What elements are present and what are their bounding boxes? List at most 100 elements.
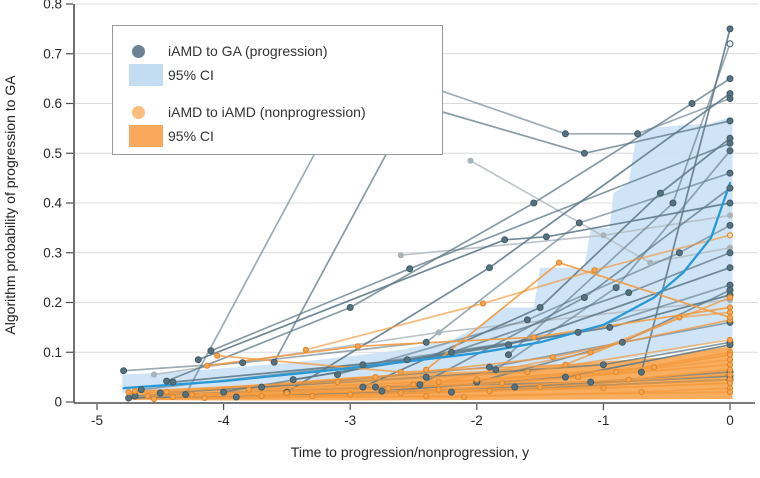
data-point-progression: [726, 134, 734, 142]
data-point-nonprogression: [258, 392, 265, 400]
data-point-progression: [505, 351, 512, 359]
data-point-nonprogression: [435, 379, 442, 386]
data-point-nonprogression: [486, 388, 493, 395]
data-point-progression: [359, 361, 367, 369]
data-point-progression: [486, 264, 493, 272]
trajectory-line-progression: [336, 224, 731, 376]
legend-label-nonprogression-ci: 95% CI: [168, 128, 214, 144]
trajectory-line-nonprogression: [437, 311, 731, 383]
data-point-progression: [726, 199, 734, 207]
legend-row-progression-ci: 95% CI: [129, 63, 442, 87]
data-point-progression: [406, 265, 414, 273]
data-point-progression: [372, 383, 379, 391]
x-axis-title: Time to progression/nonprogression, y: [290, 444, 530, 460]
data-point-faded: [150, 371, 158, 378]
data-point-progression: [606, 323, 614, 331]
data-point-nonprogression: [144, 392, 151, 400]
data-point-nonprogression: [163, 389, 170, 396]
data-point-progression: [511, 383, 519, 391]
nonprogression-ci-swatch: [129, 125, 163, 147]
data-point-nonprogression: [537, 384, 544, 391]
data-point-progression: [220, 388, 228, 396]
x-tick-label: -3: [344, 413, 356, 428]
data-point-progression: [726, 264, 734, 272]
data-point-progression: [270, 358, 278, 366]
trajectory-line-nonprogression: [191, 351, 731, 396]
data-point-nonprogression: [461, 393, 468, 401]
data-point-progression: [587, 378, 595, 386]
trajectory-line-nonprogression: [172, 368, 731, 398]
data-point-faded: [467, 157, 474, 164]
y-tick-label: 0.3: [43, 245, 62, 260]
data-point-progression: [726, 184, 734, 192]
data-point-progression: [726, 221, 734, 229]
data-point-progression: [675, 249, 683, 257]
data-point-progression: [634, 130, 642, 138]
data-point-faded: [647, 259, 654, 266]
data-point-progression: [726, 169, 734, 177]
data-point-faded: [600, 232, 607, 239]
data-point-progression: [505, 341, 512, 349]
data-point-nonprogression: [188, 391, 196, 398]
data-point-nonprogression: [549, 354, 556, 361]
data-point-nonprogression: [591, 267, 598, 274]
data-point-nonprogression: [726, 294, 734, 301]
data-point-progression: [575, 219, 583, 227]
data-point-progression: [726, 25, 734, 33]
data-point-nonprogression: [726, 380, 734, 387]
data-point-nonprogression: [372, 374, 379, 381]
data-point-nonprogression: [150, 395, 158, 403]
data-point-progression: [726, 117, 734, 125]
progression-ci-swatch: [129, 64, 163, 86]
nonprogression-dot-swatch: [132, 105, 145, 119]
data-point-nonprogression: [499, 380, 506, 387]
data-point-progression: [194, 356, 202, 364]
trajectory-line-nonprogression: [305, 234, 731, 351]
data-point-progression: [574, 328, 582, 336]
data-point-nonprogression: [726, 309, 734, 316]
data-point-nonprogression: [726, 371, 734, 378]
data-point-progression: [169, 378, 177, 386]
data-point-progression: [486, 363, 493, 371]
legend-label-progression-ci: 95% CI: [168, 67, 214, 83]
trajectory-line-progression: [362, 137, 731, 388]
data-point-progression: [416, 381, 424, 389]
data-point-nonprogression: [423, 366, 430, 373]
data-point-progression: [599, 361, 607, 369]
data-point-progression: [726, 75, 734, 83]
data-point-progression: [530, 199, 538, 207]
data-point-faded: [726, 212, 734, 219]
data-point-nonprogression: [410, 381, 417, 388]
y-tick-label: 0.6: [43, 96, 62, 111]
legend-row-nonprogression: iAMD to iAMD (nonprogression): [129, 100, 442, 124]
data-point-progression: [688, 100, 696, 107]
y-tick-label: 0.1: [43, 345, 62, 360]
trajectory-line-progression: [159, 341, 731, 394]
data-point-progression: [258, 383, 266, 391]
data-point-progression: [726, 40, 734, 48]
data-point-nonprogression: [334, 379, 341, 386]
y-tick-label: 0.7: [43, 46, 62, 61]
data-point-nonprogression: [245, 386, 252, 393]
legend-label-progression: iAMD to GA (progression): [168, 43, 328, 59]
data-point-progression: [422, 338, 430, 346]
data-point-progression: [156, 389, 164, 397]
data-point-nonprogression: [587, 349, 594, 356]
y-tick-label: 0: [54, 395, 62, 410]
data-point-nonprogression: [600, 385, 607, 392]
data-point-nonprogression: [726, 356, 734, 363]
data-point-nonprogression: [562, 361, 569, 368]
data-point-nonprogression: [480, 300, 487, 307]
data-point-nonprogression: [283, 389, 290, 397]
data-point-progression: [448, 348, 455, 356]
y-tick-label: 0.8: [43, 0, 62, 12]
data-point-nonprogression: [638, 389, 645, 396]
data-point-progression: [207, 347, 215, 355]
data-point-nonprogression: [726, 351, 734, 358]
data-point-progression: [448, 388, 455, 396]
data-point-nonprogression: [625, 376, 632, 383]
data-point-nonprogression: [214, 352, 221, 359]
data-point-nonprogression: [347, 391, 354, 398]
data-point-nonprogression: [726, 232, 734, 239]
